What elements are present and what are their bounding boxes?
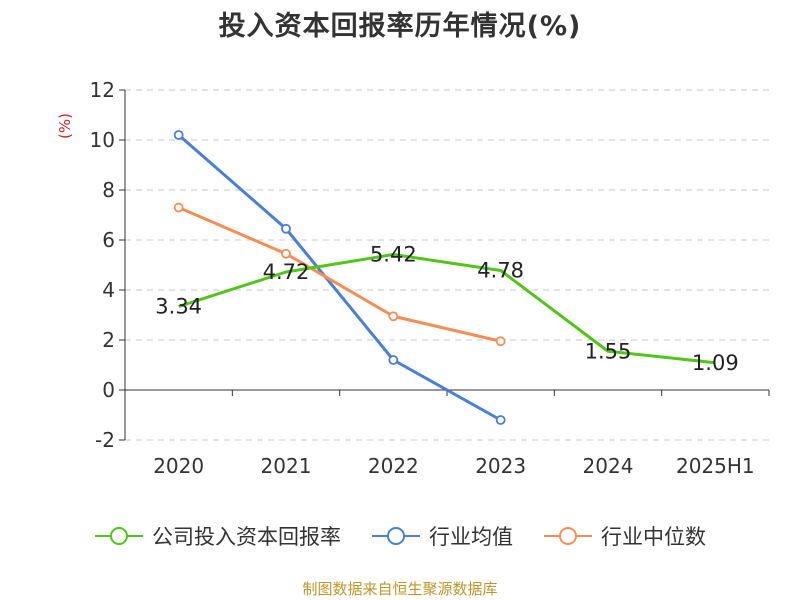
data-label: 4.78 [477,259,524,283]
data-point [388,355,399,365]
series-line [177,133,502,422]
y-tick-label: 2 [102,328,115,352]
series-line [178,253,716,365]
x-tick-label: 2022 [368,454,419,478]
y-tick-label: 6 [102,228,115,252]
data-label: 3.34 [155,295,202,319]
x-tick-label: 2024 [583,454,634,478]
legend-line-marker-icon [95,527,143,545]
legend-item-industry-median[interactable]: 行业中位数 [543,521,706,551]
data-label: 1.09 [692,351,739,375]
legend-line-marker-icon [544,527,592,545]
chart-legend: 公司投入资本回报率 行业均值 行业中位数 [0,518,800,554]
y-tick-label: -2 [95,428,115,452]
data-label: 1.55 [585,339,632,363]
x-tick-label: 2023 [475,454,526,478]
data-point [173,202,184,213]
data-point [281,248,291,259]
y-tick-label: 4 [102,278,115,302]
y-tick-label: 12 [90,78,115,102]
legend-label: 行业中位数 [601,525,706,549]
chart-title: 投入资本回报率历年情况(%) [218,11,582,42]
x-tick-label: 2020 [153,454,204,478]
y-axis-label: (%) [56,113,74,139]
data-label: 4.72 [263,260,310,284]
data-point [173,130,184,140]
legend-label: 公司投入资本回报率 [152,525,341,549]
y-tick-label: 0 [102,378,115,402]
x-tick-label: 2021 [261,454,312,478]
legend-line-marker-icon [372,527,420,545]
data-point [388,311,399,322]
data-source-note: 制图数据来自恒生聚源数据库 [302,580,498,598]
legend-item-company-roic[interactable]: 公司投入资本回报率 [94,521,341,551]
data-point [495,415,506,425]
y-tick-label: 8 [102,178,115,202]
y-tick-label: 10 [90,128,115,152]
legend-item-industry-mean[interactable]: 行业均值 [371,521,513,551]
legend-label: 行业均值 [429,525,513,549]
data-point [495,336,506,347]
series-line [178,206,502,343]
data-point [281,223,291,234]
x-tick-label: 2025H1 [676,454,755,478]
data-label: 5.42 [370,243,417,267]
